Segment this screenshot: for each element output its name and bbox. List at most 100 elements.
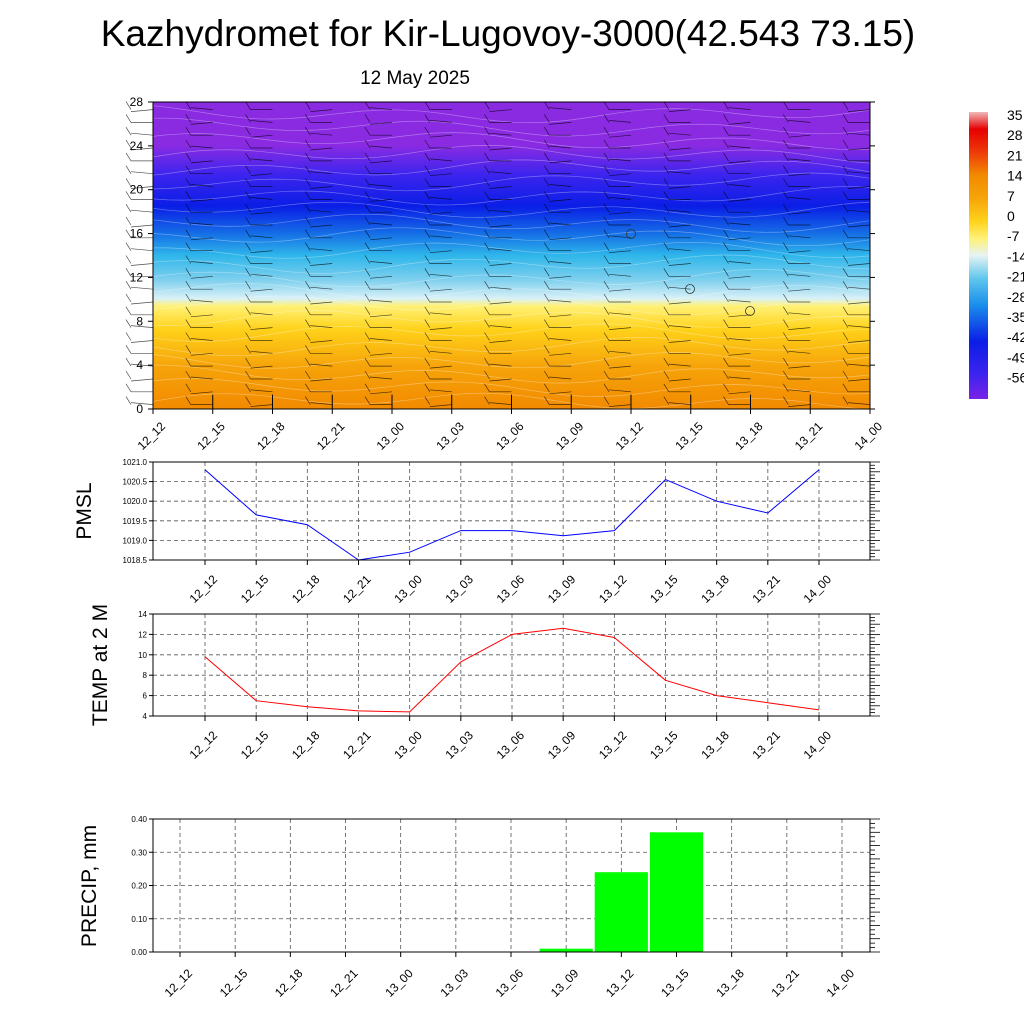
wind-barb [544, 370, 572, 380]
y-tick-label: 12 [130, 270, 144, 284]
wind-barb [484, 268, 512, 277]
y-tick-label: 12 [138, 630, 147, 639]
wind-barb [544, 242, 572, 252]
wind-barb [544, 306, 572, 318]
wind-barb [424, 319, 452, 330]
wind-barb [723, 293, 751, 303]
wind-barb [185, 178, 213, 187]
wind-barb [125, 281, 154, 290]
x-tick-label: 13_00 [382, 966, 416, 1000]
x-tick-label: 12_15 [217, 966, 251, 1000]
wind-barb [603, 396, 632, 407]
wind-barb [663, 165, 691, 175]
colorbar-label: -49 [1007, 349, 1024, 365]
wind-barb [185, 216, 213, 226]
wind-barb [364, 293, 393, 303]
wind-barb [783, 293, 811, 303]
x-tick-label: 13_06 [494, 728, 528, 762]
wind-barb [125, 293, 154, 305]
temperature-contour [152, 227, 871, 247]
temperature-contour [152, 323, 871, 342]
wind-barb [364, 306, 393, 318]
wind-barb [603, 152, 632, 162]
wind-barb [544, 114, 572, 125]
wind-barb [245, 114, 273, 123]
wind-barb [842, 114, 870, 123]
wind-barb [544, 319, 572, 328]
x-tick-label: 13_15 [647, 728, 681, 762]
cross-section-x-axis: 12_12 12_15 12_18 12_21 13_00 13_03 13_06 13_09… [135, 409, 885, 453]
wind-barb [783, 281, 811, 292]
wind-barb [245, 152, 273, 162]
wind-barb [783, 165, 811, 177]
wind-barb [544, 216, 572, 226]
wind-barb [842, 332, 871, 343]
colorbar-gradient [969, 112, 988, 399]
wind-barb [245, 268, 273, 277]
wind-barb [424, 229, 452, 239]
precip-y-label: PRECIP, mm [78, 825, 101, 947]
wind-barb [305, 281, 333, 290]
y-tick-label: 4 [136, 358, 143, 372]
x-tick-label: 13_21 [768, 966, 802, 1000]
wind-barb [245, 357, 273, 369]
wind-barb [125, 396, 154, 405]
pmsl-panel: 1018.5 1019.0 1019.5 1020.0 1020.5 1021.0 12_1… [73, 458, 880, 606]
wind-barb [723, 357, 751, 367]
wind-barb [484, 229, 512, 239]
temp-y-label: TEMP at 2 M [89, 604, 112, 726]
x-tick-label: 13_12 [596, 572, 630, 606]
wind-barb [544, 152, 572, 164]
wind-barb [424, 114, 452, 123]
wind-barb [185, 383, 213, 395]
wind-barb [603, 370, 631, 380]
x-tick-label: 14_00 [824, 966, 858, 1000]
x-tick-label: 13_06 [494, 572, 528, 606]
y-tick-label: 28 [130, 95, 144, 109]
wind-barb [185, 204, 213, 213]
wind-barb [484, 255, 512, 266]
x-tick-label: 12_18 [289, 572, 323, 606]
y-tick-label: 0.00 [131, 948, 147, 957]
x-tick-label: 13_09 [545, 728, 579, 762]
wind-barb [364, 216, 393, 226]
wind-barb [424, 178, 452, 187]
wind-barb [245, 319, 273, 330]
wind-barb [723, 319, 751, 328]
wind-barb [185, 114, 213, 125]
wind-barb [125, 306, 153, 316]
wind-barb [783, 191, 811, 200]
wind-barb [364, 178, 393, 187]
cross-section-field [153, 102, 870, 409]
wind-barb [663, 139, 691, 151]
x-tick-label: 13_21 [749, 572, 783, 606]
wind-barb [723, 281, 751, 290]
wind-barb [305, 370, 333, 382]
wind-barb [663, 345, 691, 354]
precip-bar [649, 832, 704, 952]
wind-barb [125, 178, 154, 189]
wind-barb [723, 242, 751, 252]
wind-barb [544, 255, 572, 264]
wind-barb [125, 101, 154, 112]
wind-barb [364, 127, 392, 136]
y-tick-label: 1018.5 [123, 556, 148, 565]
wind-barb [544, 293, 572, 303]
wind-barb [663, 216, 691, 228]
wind-barb [305, 383, 333, 393]
wind-barb [663, 101, 691, 112]
wind-barb [842, 396, 871, 405]
wind-barb [663, 319, 691, 328]
wind-barb [842, 191, 870, 200]
wind-barb [842, 281, 871, 290]
x-tick-label: 13_03 [442, 572, 476, 606]
wind-barb [663, 396, 691, 405]
wind-barb [125, 114, 153, 123]
x-tick-label: 13_03 [442, 728, 476, 762]
y-tick-label: 14 [138, 610, 147, 619]
x-tick-label: 12_15 [238, 572, 272, 606]
wind-barb [663, 114, 691, 123]
temperature-contour [152, 310, 871, 328]
wind-barb [842, 242, 871, 252]
wind-barb [185, 345, 213, 356]
